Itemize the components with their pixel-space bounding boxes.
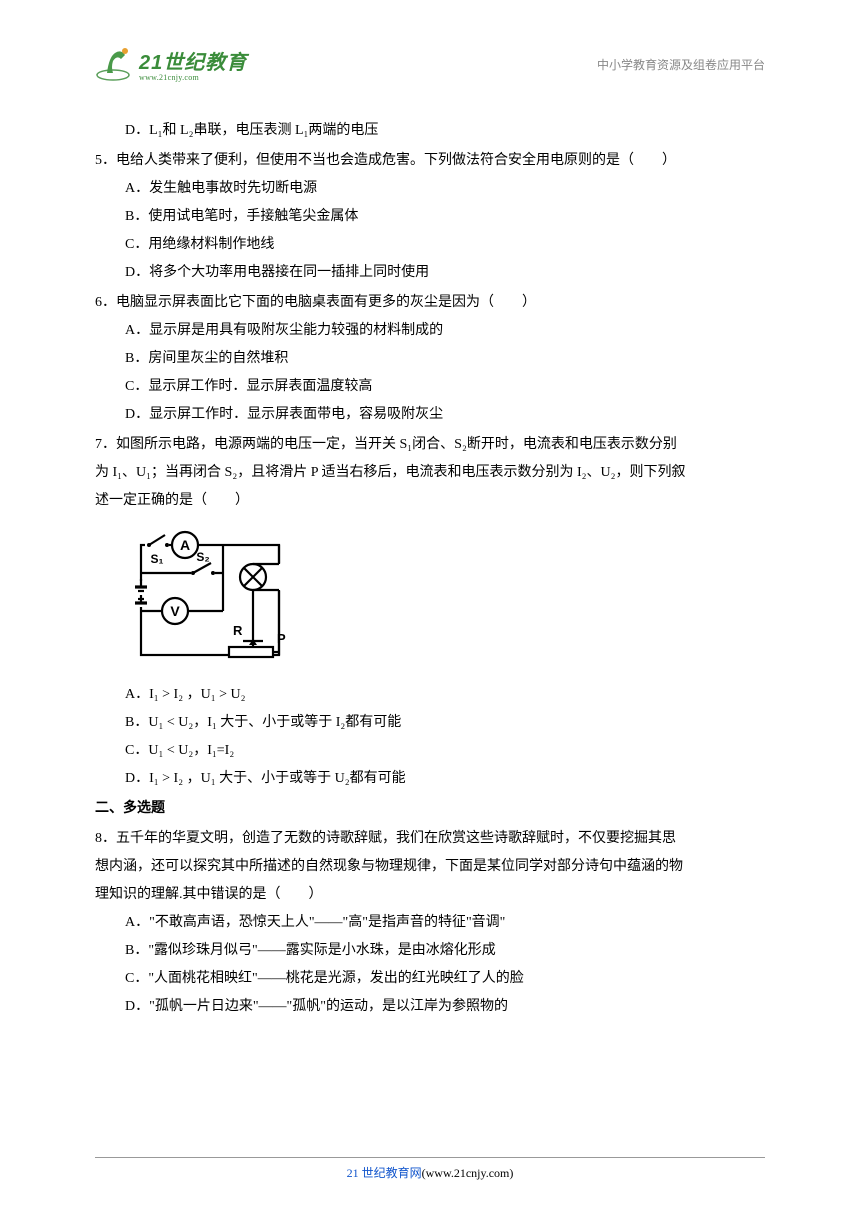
q8-option-a: A．"不敢高声语，恐惊天上人"——"高"是指声音的特征"音调" bbox=[95, 909, 765, 937]
svg-text:V: V bbox=[170, 603, 180, 619]
question-8-line2: 想内涵，还可以探究其中所描述的自然现象与物理规律，下面是某位同学对部分诗句中蕴涵… bbox=[95, 853, 765, 881]
question-7-line3: 述一定正确的是（ ） bbox=[95, 487, 765, 515]
question-8-line1: 8．五千年的华夏文明，创造了无数的诗歌辞赋，我们在欣赏这些诗歌辞赋时，不仅要挖掘… bbox=[95, 825, 765, 853]
q6-option-a: A．显示屏是用具有吸附灰尘能力较强的材料制成的 bbox=[95, 317, 765, 345]
q7-option-a: A．I₁ > I₂ ，U₁ > U₂ bbox=[95, 681, 765, 709]
q7-option-c: C．U₁ < U₂，I₁=I₂ bbox=[95, 737, 765, 765]
circuit-diagram: AS₁S₂VLRP bbox=[125, 523, 293, 673]
q8-option-d: D．"孤帆一片日边来"——"孤帆"的运动，是以江岸为参照物的 bbox=[95, 993, 765, 1021]
footer-link: 21 世纪教育网(www.21cnjy.com) bbox=[347, 1166, 514, 1180]
question-8-line3: 理知识的理解.其中错误的是（ ） bbox=[95, 881, 765, 909]
q8-option-b: B．"露似珍珠月似弓"——露实际是小水珠，是由冰熔化形成 bbox=[95, 937, 765, 965]
question-7-line2: 为 I₁、U₁；当再闭合 S₂，且将滑片 P 适当右移后，电流表和电压表示数分别… bbox=[95, 459, 765, 487]
footer: 21 世纪教育网(www.21cnjy.com) bbox=[0, 1157, 860, 1181]
svg-text:P: P bbox=[277, 631, 286, 646]
q5-option-a: A．发生触电事故时先切断电源 bbox=[95, 175, 765, 203]
logo-text-cn: 21世纪教育 bbox=[139, 46, 247, 75]
header-subtitle: 中小学教育资源及组卷应用平台 bbox=[597, 56, 765, 73]
logo: 21世纪教育 www.21cnjy.com bbox=[95, 45, 247, 83]
svg-text:R: R bbox=[233, 623, 243, 638]
svg-text:S₁: S₁ bbox=[151, 552, 164, 566]
q8-option-c: C．"人面桃花相映红"——桃花是光源，发出的红光映红了人的脸 bbox=[95, 965, 765, 993]
question-7-line1: 7．如图所示电路，电源两端的电压一定，当开关 S₁闭合、S₂断开时，电流表和电压… bbox=[95, 431, 765, 459]
logo-icon bbox=[95, 45, 137, 83]
q5-option-b: B．使用试电笔时，手接触笔尖金属体 bbox=[95, 203, 765, 231]
q7-option-d: D．I₁ > I₂ ，U₁ 大于、小于或等于 U₂都有可能 bbox=[95, 765, 765, 793]
question-5: 5．电给人类带来了便利，但使用不当也会造成危害。下列做法符合安全用电原则的是（ … bbox=[95, 147, 765, 175]
document-content: D．L₁和 L₂串联，电压表测 L₁两端的电压 5．电给人类带来了便利，但使用不… bbox=[95, 117, 765, 1021]
q4-option-d: D．L₁和 L₂串联，电压表测 L₁两端的电压 bbox=[95, 117, 765, 145]
svg-text:S₂: S₂ bbox=[196, 550, 209, 564]
svg-text:A: A bbox=[180, 537, 190, 553]
q6-option-d: D．显示屏工作时．显示屏表面带电，容易吸附灰尘 bbox=[95, 401, 765, 429]
q7-option-b: B．U₁ < U₂，I₁ 大于、小于或等于 I₂都有可能 bbox=[95, 709, 765, 737]
section-2-title: 二、多选题 bbox=[95, 795, 765, 823]
q6-option-c: C．显示屏工作时．显示屏表面温度较高 bbox=[95, 373, 765, 401]
question-6: 6．电脑显示屏表面比它下面的电脑桌表面有更多的灰尘是因为（ ） bbox=[95, 289, 765, 317]
q6-option-b: B．房间里灰尘的自然堆积 bbox=[95, 345, 765, 373]
q5-option-c: C．用绝缘材料制作地线 bbox=[95, 231, 765, 259]
q5-option-d: D．将多个大功率用电器接在同一插排上同时使用 bbox=[95, 259, 765, 287]
